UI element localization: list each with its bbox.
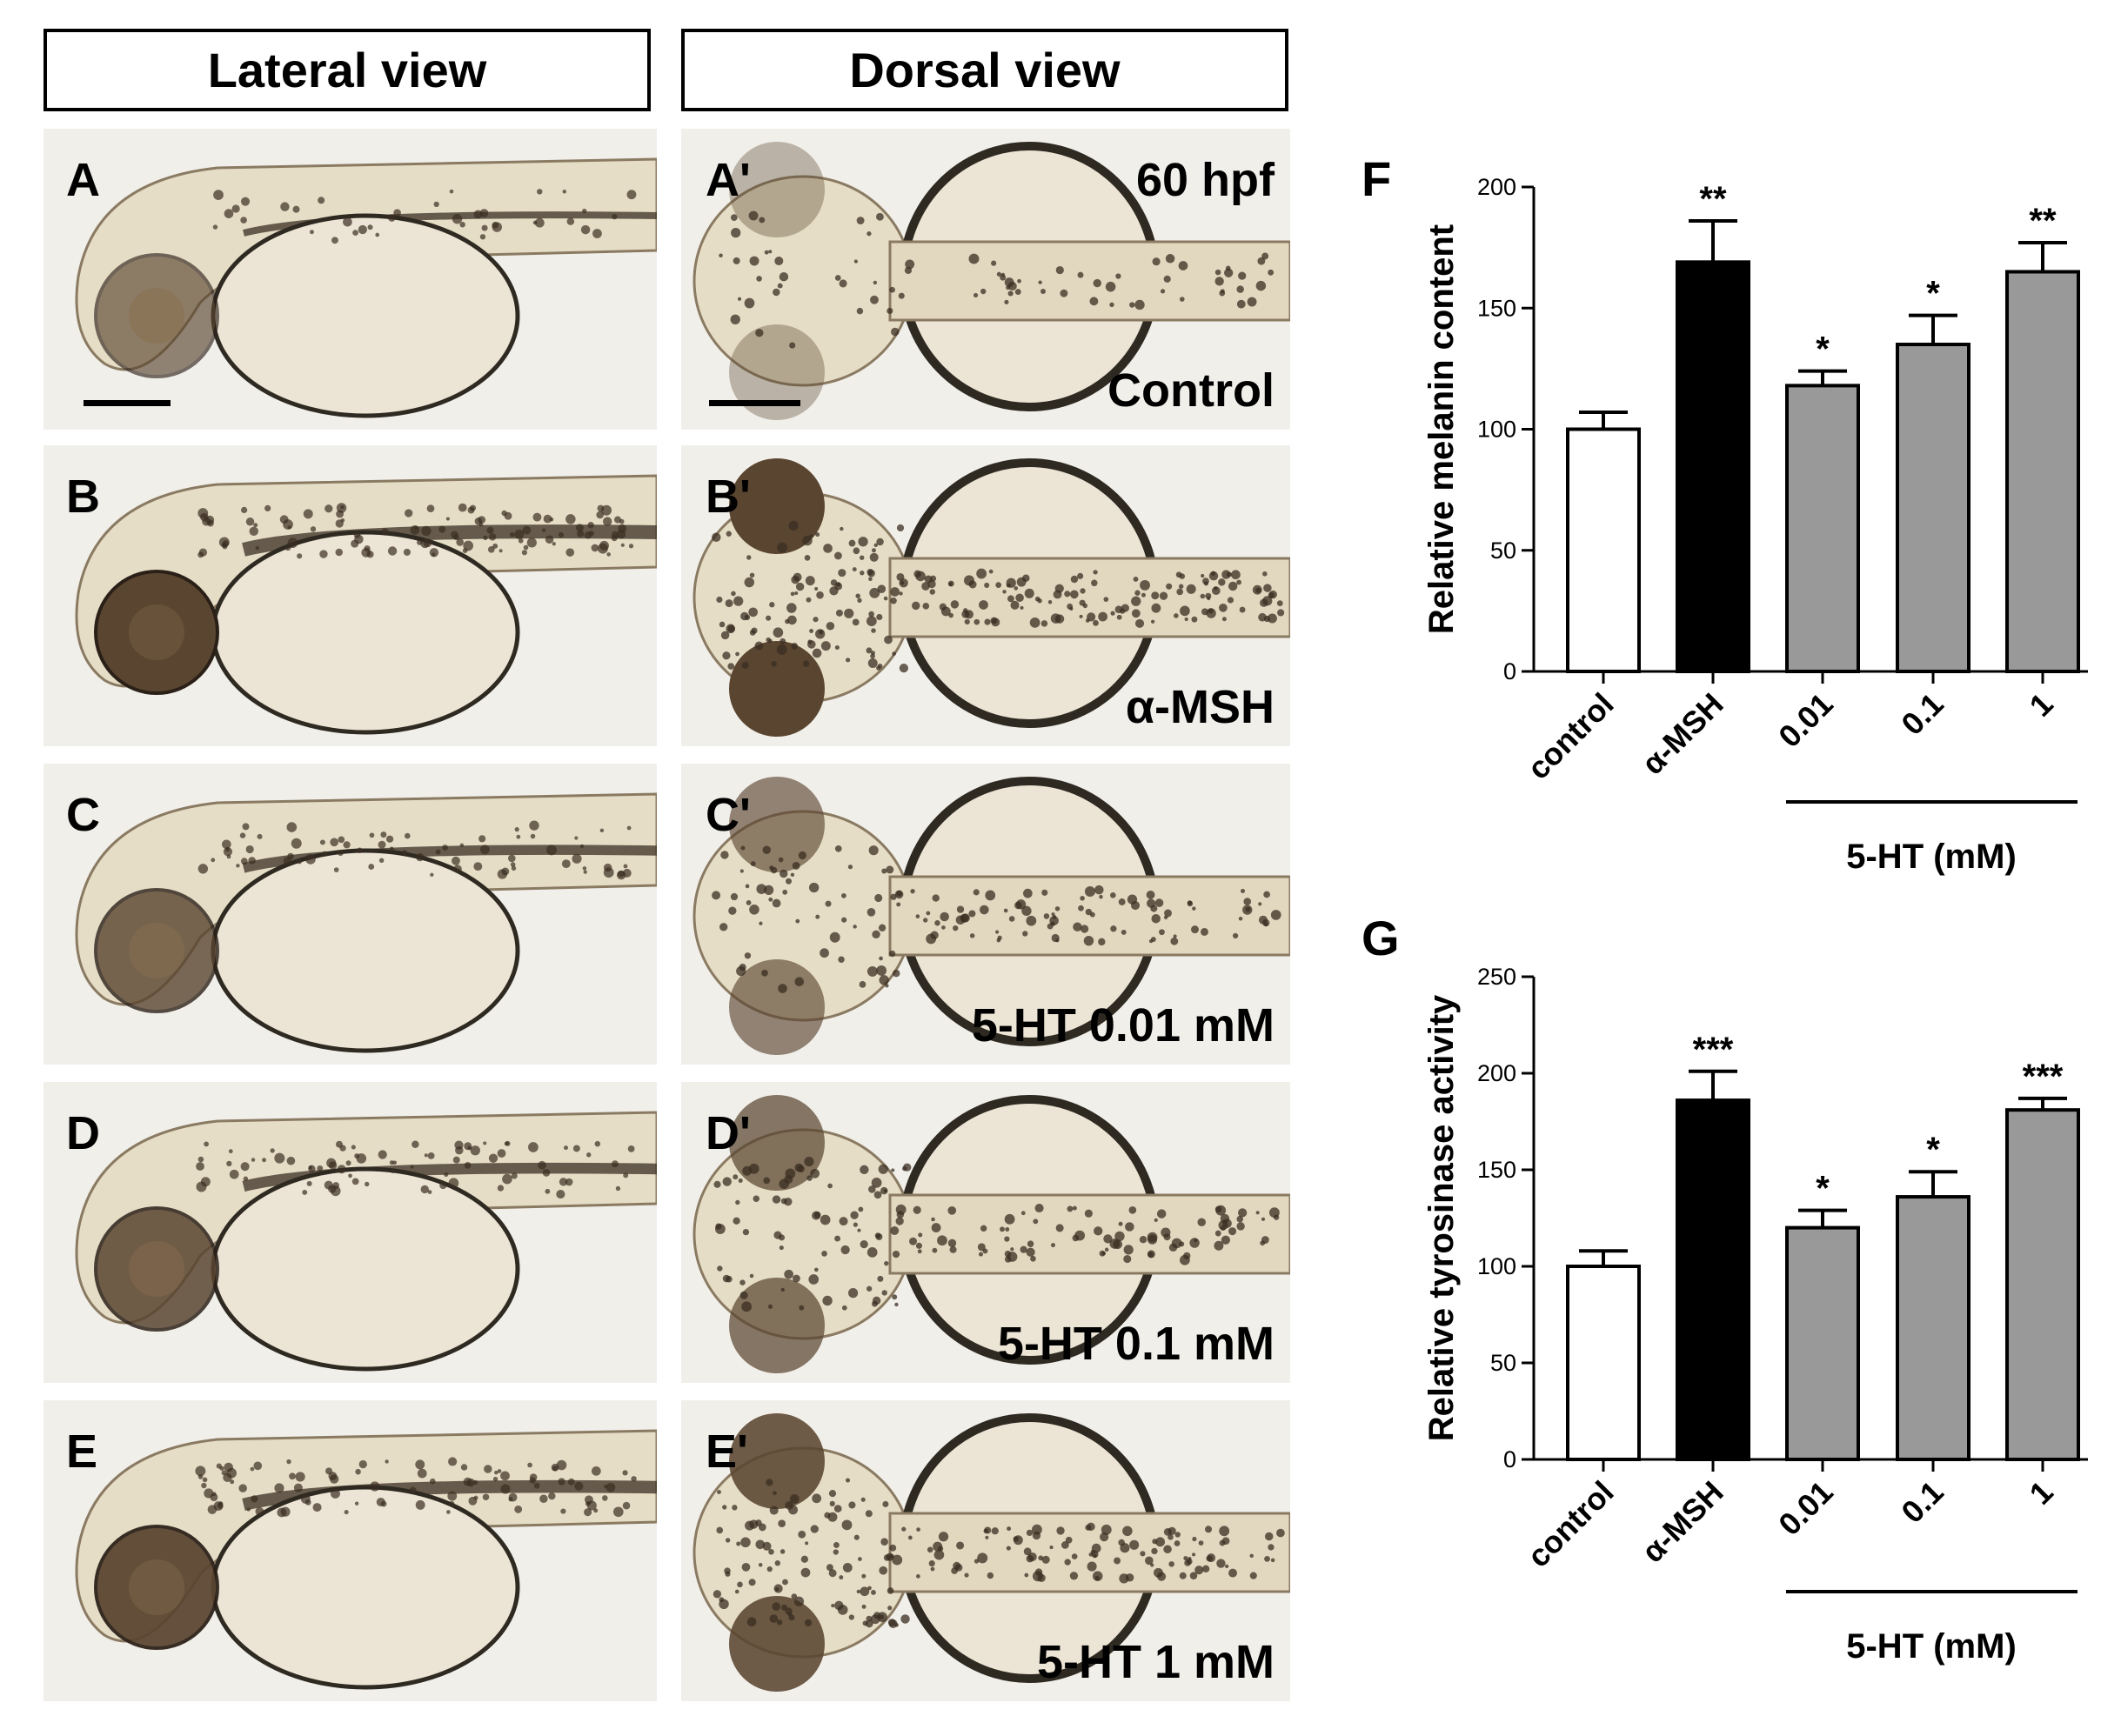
lateral-embryo-panel: A bbox=[43, 129, 657, 430]
dorsal-embryo-illustration bbox=[693, 777, 1290, 1055]
bar-chart-g: G 0 50 100 150 200 250 Relative tyrosinase acti… bbox=[1362, 911, 2088, 1666]
significance-marker: * bbox=[1816, 331, 1830, 369]
condition-label: Control bbox=[1107, 364, 1275, 417]
lateral-embryo-illustration bbox=[75, 1429, 657, 1690]
dorsal-embryo-illustration bbox=[693, 142, 1290, 420]
panel-label: G bbox=[1362, 911, 1400, 965]
lateral-embryo-panel: D bbox=[43, 1082, 657, 1383]
bar bbox=[1566, 427, 1641, 673]
dorsal-embryo-panel: 60 hpf A' Control bbox=[681, 129, 1290, 430]
y-tick-label: 150 bbox=[1477, 295, 1516, 321]
lateral-embryo-illustration bbox=[75, 792, 657, 1053]
significance-marker: ** bbox=[2029, 202, 2057, 240]
dorsal-embryo-panel: D' 5-HT 0.1 mM bbox=[681, 1082, 1290, 1383]
category-label: control bbox=[1520, 686, 1620, 786]
category-label: control bbox=[1520, 1474, 1620, 1574]
scale-bar bbox=[84, 400, 171, 406]
panel-label: A' bbox=[706, 154, 751, 206]
panel-label: E' bbox=[706, 1426, 748, 1478]
panel-label: C' bbox=[706, 789, 751, 841]
bar bbox=[1676, 260, 1750, 673]
bar bbox=[1896, 343, 1970, 673]
panel-label: D' bbox=[706, 1107, 751, 1159]
group-label: 5-HT (mM) bbox=[1846, 838, 2017, 876]
significance-marker: * bbox=[1926, 275, 1940, 313]
lateral-embryo-illustration bbox=[75, 474, 657, 735]
significance-marker: * bbox=[1816, 1170, 1830, 1208]
y-tick-label: 0 bbox=[1503, 1446, 1516, 1472]
category-label: 0.1 bbox=[1894, 686, 1950, 742]
lateral-embryo-panel: B bbox=[43, 445, 657, 746]
y-tick-label: 100 bbox=[1477, 1253, 1516, 1279]
panel-label: C bbox=[66, 789, 100, 841]
panel-label: D bbox=[66, 1107, 100, 1159]
dorsal-embryo-panel: C' 5-HT 0.01 mM bbox=[681, 764, 1290, 1065]
dorsal-view-header: Dorsal view bbox=[681, 29, 1288, 111]
panel-label: F bbox=[1362, 151, 1391, 206]
category-label: 0.1 bbox=[1894, 1474, 1950, 1530]
y-axis-label: Relative melanin content bbox=[1422, 224, 1461, 634]
stage-label: 60 hpf bbox=[1135, 154, 1275, 206]
dorsal-embryo-illustration bbox=[693, 1095, 1290, 1373]
category-label: 1 bbox=[2023, 1474, 2060, 1512]
panel-label: A bbox=[66, 154, 100, 206]
category-label: α-MSH bbox=[1635, 686, 1730, 782]
y-tick-label: 150 bbox=[1477, 1157, 1516, 1183]
y-tick-label: 200 bbox=[1477, 1060, 1516, 1086]
category-label: α-MSH bbox=[1635, 1474, 1730, 1570]
condition-label: 5-HT 0.1 mM bbox=[997, 1318, 1275, 1370]
significance-marker: *** bbox=[2023, 1058, 2064, 1096]
y-tick-label: 50 bbox=[1490, 537, 1516, 564]
bar bbox=[2005, 270, 2080, 673]
condition-label: 5-HT 0.01 mM bbox=[971, 999, 1275, 1052]
lateral-embryo-panel: E bbox=[43, 1400, 657, 1701]
lateral-embryo-illustration bbox=[75, 157, 657, 418]
scale-bar bbox=[709, 400, 800, 406]
y-tick-label: 50 bbox=[1490, 1350, 1516, 1376]
category-label: 0.01 bbox=[1771, 686, 1840, 755]
bar bbox=[2005, 1108, 2080, 1462]
y-tick-label: 0 bbox=[1503, 658, 1516, 684]
bar bbox=[1566, 1265, 1641, 1461]
group-label: 5-HT (mM) bbox=[1846, 1627, 2017, 1666]
lateral-view-header: Lateral view bbox=[43, 29, 651, 111]
significance-marker: ** bbox=[1699, 180, 1727, 218]
panel-label: B' bbox=[706, 471, 751, 523]
significance-marker: *** bbox=[1693, 1031, 1734, 1069]
lateral-embryo-illustration bbox=[75, 1111, 657, 1372]
panel-label: E bbox=[66, 1426, 98, 1478]
y-axis-label: Relative tyrosinase activity bbox=[1422, 994, 1461, 1441]
y-tick-label: 250 bbox=[1477, 964, 1516, 990]
bar-chart-f: F 0 50 100 150 200 Relative melanin content con… bbox=[1362, 151, 2088, 876]
y-tick-label: 100 bbox=[1477, 417, 1516, 443]
dorsal-embryo-panel: B' α-MSH bbox=[681, 445, 1290, 746]
condition-label: α-MSH bbox=[1125, 681, 1275, 733]
category-label: 0.01 bbox=[1771, 1474, 1840, 1543]
dorsal-embryo-illustration bbox=[693, 1413, 1290, 1692]
bar bbox=[1785, 1225, 1860, 1461]
category-label: 1 bbox=[2023, 686, 2060, 724]
bar bbox=[1785, 384, 1860, 673]
lateral-embryo-panel: C bbox=[43, 764, 657, 1065]
dorsal-embryo-illustration bbox=[693, 458, 1290, 737]
bar bbox=[1896, 1195, 1970, 1461]
dorsal-embryo-panel: E' 5-HT 1 mM bbox=[681, 1400, 1290, 1701]
y-tick-label: 200 bbox=[1477, 174, 1516, 200]
panel-label: B bbox=[66, 471, 100, 523]
condition-label: 5-HT 1 mM bbox=[1036, 1636, 1275, 1688]
bar bbox=[1676, 1098, 1750, 1461]
significance-marker: * bbox=[1926, 1131, 1940, 1169]
